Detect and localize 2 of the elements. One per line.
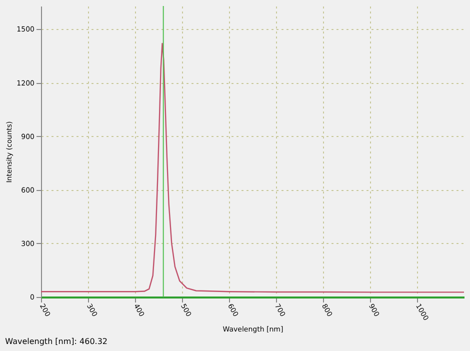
line-series (40, 42, 465, 293)
text: Wavelength [nm]: 460.32 (5, 336, 108, 346)
